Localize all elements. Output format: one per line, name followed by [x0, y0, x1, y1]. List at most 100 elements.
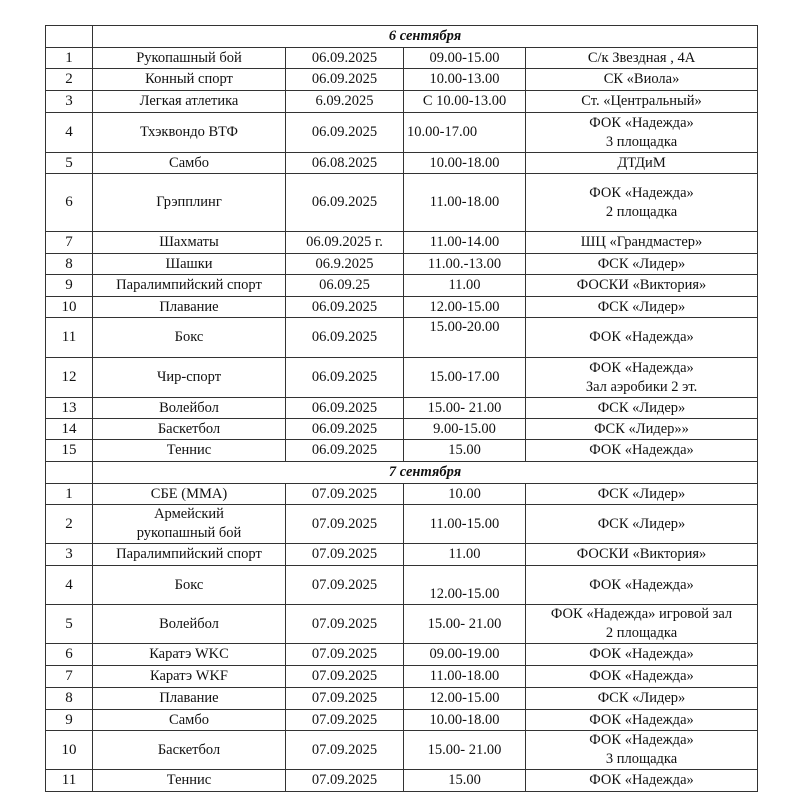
sport-name-line: Армейский [154, 506, 224, 522]
event-date-line: 07.09.2025 [311, 690, 378, 706]
event-time-line: 11.00-18.00 [429, 194, 500, 210]
row-number: 13 [45, 397, 93, 419]
sport-name: Каратэ WKF [92, 665, 286, 688]
event-date: 07.09.2025 [285, 665, 404, 688]
table-row: 7 Каратэ WKF 07.09.2025 11.00-18.00 ФОК «Над… [45, 665, 759, 688]
sport-name: Теннис [92, 439, 286, 462]
event-time-line: 15.00 [448, 442, 481, 458]
event-date-line: 06.08.2025 [311, 154, 378, 171]
event-date: 06.09.2025 г. [285, 231, 404, 254]
venue-line: ФОК «Надежда» [589, 772, 694, 788]
row-number-line: 3 [65, 93, 73, 109]
sport-name-line: Баскетбол [157, 741, 221, 758]
table-row: 10 Плавание 06.09.2025 12.00-15.00 ФСК «Лиде… [45, 296, 759, 318]
row-number-line: 10 [61, 298, 77, 315]
venue: ШЦ «Грандмастер» [524, 231, 759, 254]
table-row: 7 Шахматы 06.09.2025 г. 11.00-14.00 ШЦ «Гран… [45, 231, 759, 254]
venue-line: 3 площадка [605, 133, 678, 150]
row-number: 9 [45, 709, 93, 731]
venue: ФОК «Надежда» игровой зал 2 площадка [524, 604, 759, 644]
sport-name-line: Плавание [159, 690, 219, 706]
row-number: 8 [45, 253, 93, 275]
venue-line: ФОСКИ «Виктория» [576, 277, 707, 293]
sport-name-line: Бокс [174, 576, 204, 593]
row-number: 10 [45, 730, 93, 770]
sport-name-line: Легкая атлетика [139, 93, 239, 109]
event-time: 11.00.-13.00 [403, 253, 526, 275]
event-time-line: 10.00 [448, 485, 481, 502]
event-time-line: 15.00-17.00 [429, 369, 500, 385]
event-date-line: 07.09.2025 [311, 576, 378, 593]
event-time: 09.00-19.00 [403, 643, 526, 666]
venue-line: ФОК «Надежда» [589, 114, 694, 131]
sport-name-line: Волейбол [159, 615, 219, 632]
row-number: 9 [45, 274, 93, 297]
row-number-line: 7 [65, 234, 73, 250]
row-number-line: 4 [65, 124, 73, 140]
venue: ФОК «Надежда» [524, 565, 759, 605]
row-number: 3 [45, 543, 93, 566]
venue-line: ФОК «Надежда» [589, 576, 694, 593]
event-date: 06.09.2025 [285, 418, 404, 440]
event-date: 07.09.2025 [285, 769, 404, 792]
event-date-line: 06.09.2025 [311, 194, 378, 210]
event-time: 12.00-15.00 [403, 296, 526, 318]
event-date-line: 06.09.2025 [311, 369, 378, 385]
sport-name: Конный спорт [92, 68, 286, 91]
event-time: 11.00 [403, 274, 526, 297]
table-row: 6 Каратэ WKC 07.09.2025 09.00-19.00 ФОК «Над… [45, 643, 759, 666]
sport-name: Легкая атлетика [92, 90, 286, 113]
venue: ФСК «Лидер» [524, 483, 759, 505]
venue: ФОСКИ «Виктория» [524, 543, 759, 566]
venue-line: 3 площадка [605, 751, 678, 767]
row-number-line: 1 [65, 49, 73, 66]
table-row: 15 Теннис 06.09.2025 15.00 ФОК «Надежда» [45, 439, 759, 462]
event-time-line: 15.00 [448, 772, 481, 788]
event-date: 06.09.2025 [285, 357, 404, 398]
event-time-line: 11.00 [448, 546, 481, 562]
event-date-line: 07.09.2025 [311, 741, 378, 758]
table-row: 9 Паралимпийский спорт 06.09.25 11.00 ФОСКИ … [45, 274, 759, 297]
row-number: 5 [45, 604, 93, 644]
venue-line: ФОСКИ «Виктория» [576, 546, 707, 562]
venue: ФСК «Лидер»» [524, 418, 759, 440]
event-date: 06.9.2025 [285, 253, 404, 275]
sport-name-line: Рукопашный бой [136, 49, 242, 66]
event-date: 07.09.2025 [285, 543, 404, 566]
event-time: 10.00-17.00 [403, 112, 526, 153]
row-number-line: 15 [61, 442, 77, 458]
venue-line: ФОК «Надежда» [589, 359, 694, 376]
venue: ФОК «Надежда» [524, 665, 759, 688]
row-number-line: 11 [61, 772, 77, 788]
sport-name-line: Волейбол [159, 399, 219, 416]
event-date-line: 06.09.2025 [311, 49, 378, 66]
empty-cell [45, 25, 93, 48]
venue: ФОК «Надежда» [524, 643, 759, 666]
row-number-line: 4 [65, 576, 73, 593]
event-date-line: 06.09.25 [319, 277, 370, 293]
sport-name: Каратэ WKC [92, 643, 286, 666]
event-date: 06.09.2025 [285, 112, 404, 153]
table-row: 1 Рукопашный бой 06.09.2025 09.00-15.00 С/к … [45, 47, 759, 69]
event-date: 07.09.2025 [285, 730, 404, 770]
venue: ФСК «Лидер» [524, 687, 759, 710]
table-row: 13 Волейбол 06.09.2025 15.00- 21.00 ФСК «Лид… [45, 397, 759, 419]
event-time-line: 09.00-15.00 [429, 49, 500, 66]
event-date-line: 06.09.2025 [311, 329, 378, 345]
row-number: 14 [45, 418, 93, 440]
event-time: С 10.00-13.00 [403, 90, 526, 113]
venue-line: ФОК «Надежда» [589, 184, 694, 201]
sport-name: Шашки [92, 253, 286, 275]
row-number: 11 [45, 769, 93, 792]
venue-line: ФСК «Лидер» [597, 515, 686, 532]
venue: ДТДиМ [524, 152, 759, 174]
section-header-row: 6 сентября [45, 25, 759, 48]
empty-cell [45, 461, 93, 484]
venue-line: С/к Звездная , 4А [587, 49, 696, 66]
event-time-line: 10.00-17.00 [407, 124, 478, 140]
sport-name: Самбо [92, 709, 286, 731]
table-row: 2 Конный спорт 06.09.2025 10.00-13.00 СК «Ви… [45, 68, 759, 91]
sport-name: Рукопашный бой [92, 47, 286, 69]
event-time-line: 11.00-15.00 [429, 515, 500, 532]
sport-name-line: Баскетбол [157, 420, 221, 437]
